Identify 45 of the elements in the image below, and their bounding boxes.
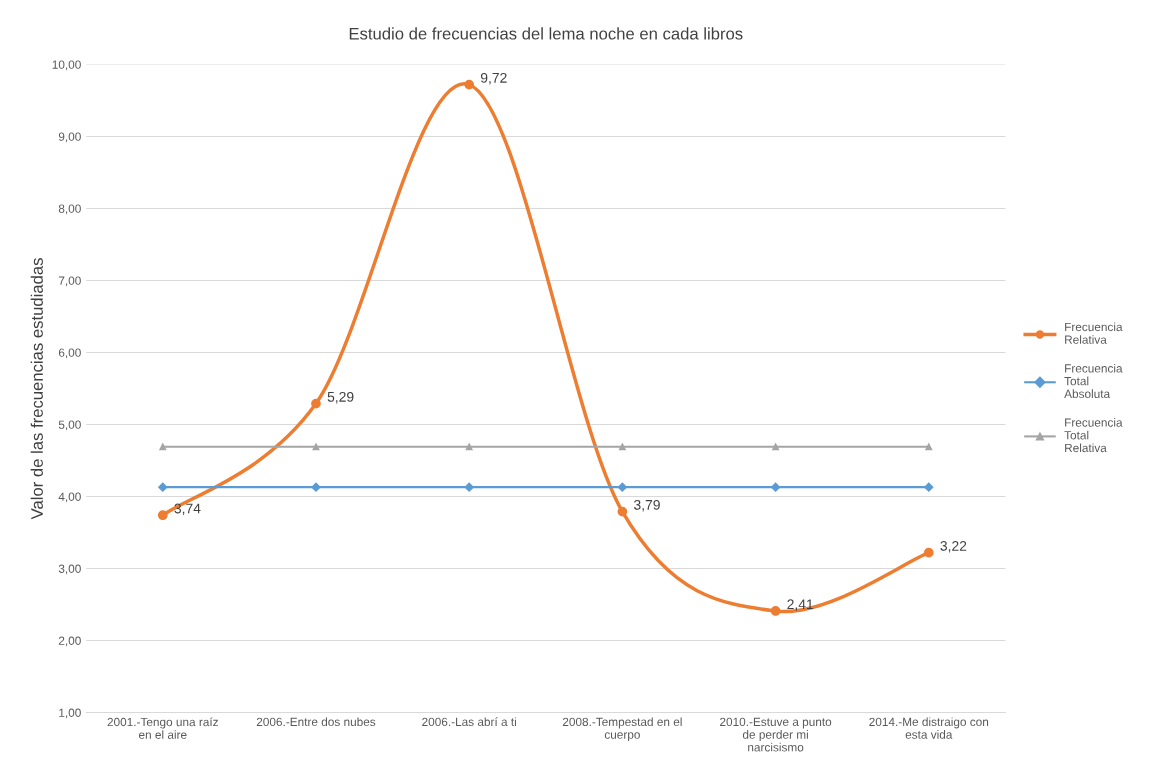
y-tick-label: 8,00 <box>58 204 81 215</box>
point <box>465 443 473 451</box>
data-label: 9,72 <box>480 72 507 85</box>
data-label: 3,79 <box>634 499 660 512</box>
point <box>311 398 321 409</box>
point <box>617 482 627 492</box>
data-label: 2,41 <box>787 599 814 611</box>
y-tick-label: 2,00 <box>58 636 81 647</box>
point <box>770 606 781 616</box>
x-tick-label: 2006.-Las abrí a ti <box>422 717 516 727</box>
chart-title: Estudio de frecuencias del lema noche en cada libros <box>349 27 743 40</box>
x-tick-label: 2001.-Tengo una raíz en el aire <box>107 717 218 739</box>
point <box>924 482 934 492</box>
point <box>159 443 167 451</box>
point <box>770 482 781 492</box>
point <box>158 482 168 492</box>
y-tick-label: 4,00 <box>58 492 81 503</box>
y-tick-label: 1,00 <box>59 708 81 719</box>
point <box>617 506 628 517</box>
point <box>157 510 168 521</box>
y-axis-title: Valor de las frecuencias estudiadas <box>30 258 43 520</box>
legend-label: Frecuencia Total Relativa <box>1064 418 1123 453</box>
point <box>925 443 933 451</box>
x-tick-label: 2006.-Entre dos nubes <box>256 717 376 727</box>
y-tick-label: 7,00 <box>58 276 81 287</box>
y-tick-label: 9,00 <box>58 132 81 143</box>
point <box>923 547 934 558</box>
x-tick-label: 2014.-Me distraigo con esta vida <box>869 717 989 739</box>
point <box>772 443 780 451</box>
data-label: 3,74 <box>174 503 201 516</box>
y-tick-label: 3,00 <box>58 564 81 575</box>
y-tick-label: 10,00 <box>52 60 81 71</box>
x-tick-label: 2010.-Estuve a punto de perder mi narcisismo <box>720 717 832 752</box>
point <box>311 482 321 492</box>
data-label: 3,22 <box>940 541 967 553</box>
x-tick-label: 2008.-Tempestad en el cuerpo <box>562 717 682 742</box>
legend-label: Frecuencia Relativa <box>1065 322 1123 344</box>
point <box>312 443 320 451</box>
y-tick-label: 6,00 <box>58 348 81 359</box>
point <box>464 482 474 492</box>
point <box>618 443 626 451</box>
point <box>464 79 475 90</box>
data-label: 5,29 <box>327 391 354 404</box>
y-tick-label: 5,00 <box>58 420 81 431</box>
legend-label: Frecuencia Total Absoluta <box>1064 363 1123 398</box>
